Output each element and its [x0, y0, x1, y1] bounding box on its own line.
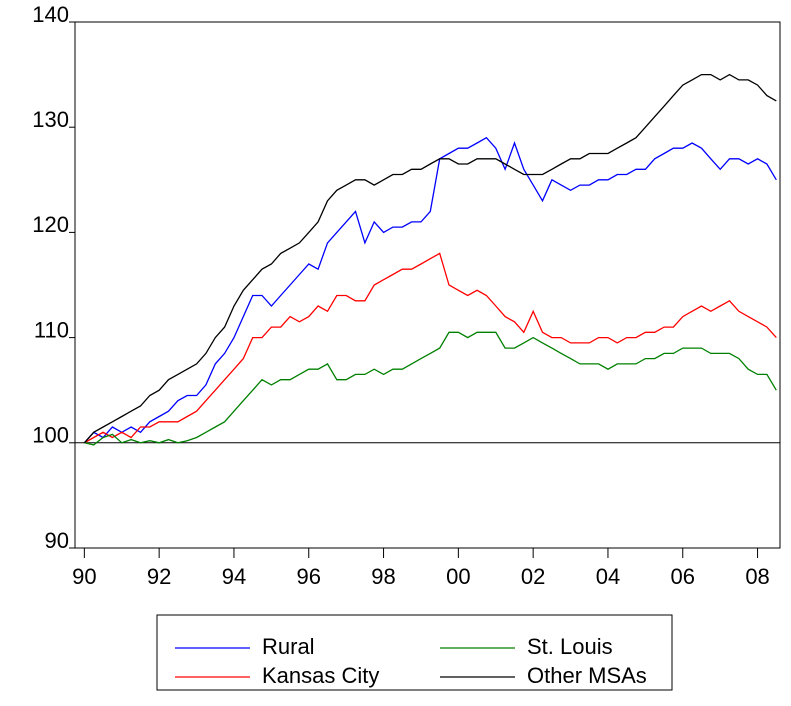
plot-frame — [74, 21, 781, 549]
y-tick-label: 100 — [32, 423, 69, 448]
x-tick-label: 92 — [147, 564, 171, 589]
x-tick-label: 98 — [371, 564, 395, 589]
x-tick-label: 90 — [72, 564, 96, 589]
x-tick-label: 94 — [222, 564, 246, 589]
x-tick-label: 96 — [297, 564, 321, 589]
legend-label: Kansas City — [262, 663, 379, 688]
x-tick-label: 04 — [596, 564, 620, 589]
x-tick-label: 08 — [745, 564, 769, 589]
legend-label: Other MSAs — [527, 663, 647, 688]
legend-label: St. Louis — [527, 634, 613, 659]
series-line — [83, 73, 777, 444]
series-line — [83, 136, 777, 444]
y-tick-label: 130 — [32, 107, 69, 132]
series-line — [84, 252, 777, 444]
x-tick-label: 02 — [521, 564, 545, 589]
y-tick-label: 90 — [45, 528, 69, 553]
series-line — [84, 331, 777, 446]
y-tick-label: 120 — [32, 212, 69, 237]
x-tick-label: 00 — [446, 564, 470, 589]
y-tick-label: 110 — [34, 317, 69, 342]
legend-label: Rural — [262, 634, 315, 659]
x-tick-label: 06 — [671, 564, 695, 589]
y-tick-label: 140 — [32, 2, 69, 27]
